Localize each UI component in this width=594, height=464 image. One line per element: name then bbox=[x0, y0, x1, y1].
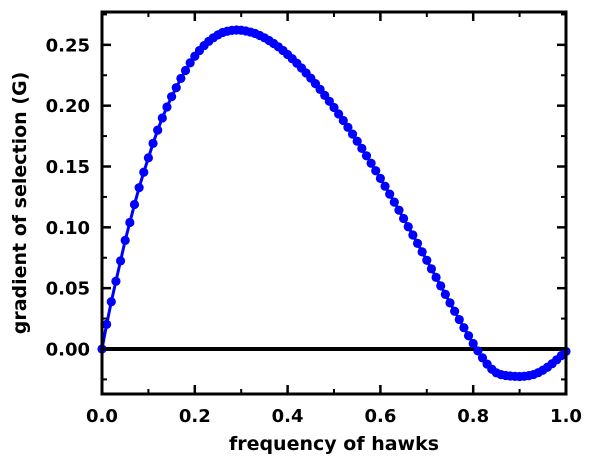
data-point bbox=[394, 205, 404, 215]
data-point bbox=[334, 109, 344, 119]
data-point bbox=[468, 338, 478, 349]
data-point bbox=[403, 222, 413, 232]
data-point bbox=[408, 230, 418, 240]
data-point bbox=[139, 167, 149, 177]
series-layer bbox=[97, 25, 571, 382]
data-point bbox=[352, 136, 362, 146]
data-point bbox=[143, 153, 153, 163]
data-point bbox=[426, 264, 437, 274]
data-point bbox=[417, 247, 427, 257]
ticks-layer: 0.0 0.2 0.4 0.6 0.8 1.0 0.00 0.05 0.10 0.15 0.20 0.… bbox=[46, 12, 582, 427]
data-point bbox=[422, 255, 432, 265]
x-tick-label: 1.0 bbox=[550, 406, 582, 427]
data-point bbox=[375, 173, 385, 184]
data-point bbox=[454, 314, 464, 325]
data-point bbox=[385, 189, 395, 199]
data-point bbox=[445, 298, 455, 308]
data-point bbox=[329, 102, 339, 113]
data-point bbox=[357, 143, 367, 153]
data-point bbox=[436, 281, 446, 291]
data-point bbox=[361, 151, 372, 161]
data-point bbox=[371, 166, 381, 176]
data-point bbox=[389, 197, 399, 207]
data-point bbox=[180, 65, 191, 76]
data-point bbox=[412, 238, 423, 248]
data-point bbox=[176, 73, 186, 84]
data-point bbox=[157, 113, 167, 123]
y-axis-label: gradient of selection (G) bbox=[9, 72, 31, 335]
y-tick-label: 0.05 bbox=[46, 279, 90, 300]
data-point bbox=[366, 158, 376, 168]
data-point bbox=[380, 181, 390, 191]
y-tick-label: 0.15 bbox=[46, 157, 90, 178]
data-point bbox=[111, 276, 121, 286]
data-point bbox=[171, 83, 181, 93]
data-point bbox=[125, 217, 135, 228]
x-tick-label: 0.6 bbox=[364, 406, 396, 427]
data-point bbox=[106, 297, 116, 307]
x-tick-label: 0.0 bbox=[86, 406, 118, 427]
data-point bbox=[162, 102, 172, 112]
y-tick-label: 0.20 bbox=[46, 96, 90, 117]
data-point bbox=[153, 125, 163, 135]
data-point bbox=[115, 256, 126, 266]
data-point bbox=[120, 235, 130, 245]
data-point bbox=[450, 306, 460, 316]
data-point bbox=[463, 331, 474, 341]
y-tick-label: 0.25 bbox=[46, 35, 90, 56]
x-tick-label: 0.8 bbox=[457, 406, 489, 427]
data-point bbox=[148, 138, 158, 148]
data-point bbox=[129, 199, 140, 210]
series-line bbox=[100, 28, 567, 378]
data-point bbox=[431, 272, 441, 282]
data-point bbox=[473, 346, 483, 356]
y-tick-label: 0.10 bbox=[46, 218, 90, 239]
data-point bbox=[338, 115, 348, 126]
data-point bbox=[134, 183, 144, 193]
data-point bbox=[167, 92, 177, 102]
data-point bbox=[399, 213, 409, 224]
x-axis-label: frequency of hawks bbox=[229, 433, 439, 455]
data-point bbox=[459, 323, 469, 333]
y-tick-label: 0.00 bbox=[46, 339, 90, 360]
data-point bbox=[347, 129, 358, 139]
plot-frame bbox=[100, 10, 568, 396]
data-point bbox=[102, 319, 112, 330]
data-point bbox=[440, 289, 450, 299]
data-point bbox=[185, 58, 195, 68]
x-tick-label: 0.4 bbox=[272, 406, 304, 427]
data-point bbox=[343, 122, 353, 132]
x-tick-label: 0.2 bbox=[179, 406, 211, 427]
